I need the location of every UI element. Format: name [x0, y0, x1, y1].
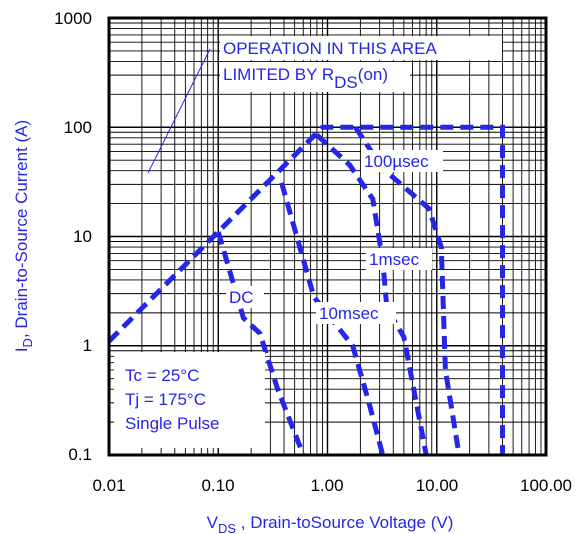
y-tick-label: 1: [83, 336, 92, 355]
x-tick-label: 0.10: [201, 476, 234, 495]
x-tick-label: 10.00: [416, 476, 459, 495]
condition-tc: Tc = 25°C: [125, 366, 199, 385]
series-label-bg: [226, 286, 264, 308]
soa-curve-dc: [215, 231, 306, 456]
soa-curve-100sec: [107, 124, 505, 455]
series-label-1msec: 1msec: [369, 250, 420, 269]
series-label-bg: [361, 150, 443, 172]
annotation-line2-bg: [220, 62, 410, 92]
series-label-100usec: 100µsec: [364, 152, 429, 171]
y-tick-label: 10: [73, 227, 92, 246]
plot-frame: [107, 16, 548, 457]
annotation-line1-bg: [220, 36, 502, 60]
y-tick-label: 0.1: [68, 445, 92, 464]
x-tick-label: 1.00: [310, 476, 343, 495]
series-label-10msec: 10msec: [319, 304, 379, 323]
annotation-line2: LIMITED BY RDS(on): [223, 65, 388, 92]
series-label-bg: [316, 302, 396, 324]
annotation-leader-line: [147, 48, 211, 174]
conditions-box: [114, 352, 265, 448]
y-tick-label: 1000: [54, 9, 92, 28]
x-axis-label: VDS , Drain-toSource Voltage (V): [207, 513, 454, 534]
condition-tj: Tj = 175°C: [125, 390, 206, 409]
series-label-bg: [366, 248, 432, 270]
condition-pulse: Single Pulse: [125, 414, 220, 433]
series-label-dc: DC: [229, 288, 254, 307]
x-tick-label: 100.00: [520, 476, 572, 495]
annotation-line1: OPERATION IN THIS AREA: [223, 39, 437, 58]
y-tick-label: 100: [64, 118, 92, 137]
soa-curve-unlabeled-4: [279, 182, 386, 456]
x-tick-label: 0.01: [92, 476, 125, 495]
y-axis-label: ID, Drain-to-Source Current (A): [12, 120, 35, 352]
